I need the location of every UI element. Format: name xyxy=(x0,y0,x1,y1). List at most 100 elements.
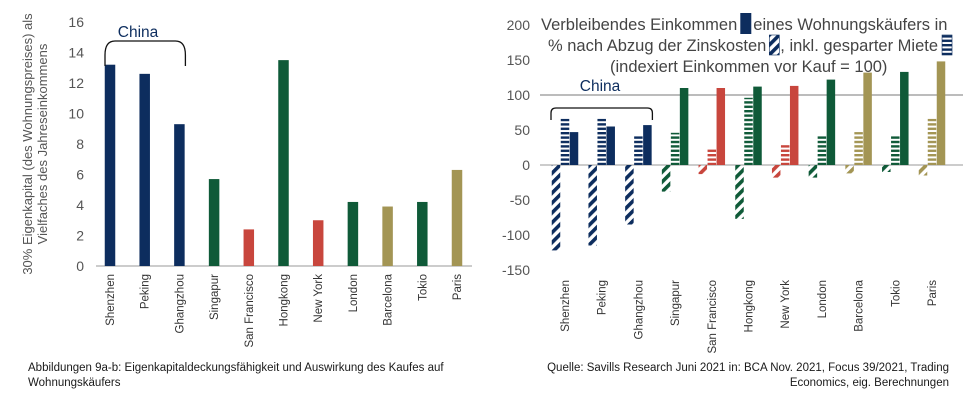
x-tick-label: Peking xyxy=(140,274,152,309)
bar-solid-paris xyxy=(936,61,946,165)
bar-london xyxy=(347,201,359,266)
y-tick-label: 0 xyxy=(76,258,84,274)
bar-horizontal-peking xyxy=(597,118,606,165)
x-tick-label: New York xyxy=(780,280,792,329)
x-tick-label: Singapur xyxy=(670,280,682,326)
bar-diagonal-tokio xyxy=(882,165,891,172)
y-tick-label: 6 xyxy=(76,167,84,183)
bar-horizontal-barcelona xyxy=(854,132,863,165)
bar-diagonal-singapur xyxy=(661,165,671,192)
x-tick-label: Barcelona xyxy=(383,273,395,325)
bar-solid-barcelona xyxy=(863,72,872,165)
x-tick-label: San Francisco xyxy=(707,280,719,354)
y-tick-label: -50 xyxy=(510,192,530,208)
china-bracket xyxy=(104,40,187,66)
x-tick-label: Hongkong xyxy=(744,280,756,332)
y-axis-label: 30% Eigenkapital (des Wohnungspreises) a… xyxy=(20,13,35,275)
x-tick-label: Ghangzhou xyxy=(174,274,186,333)
left-chart-equity-multiple: 0 2 4 6 8 10 12 14 16 Shenzhen Peking Ghangzhou Sing… xyxy=(20,13,472,348)
x-tick-label: Ghangzhou xyxy=(633,280,645,339)
bar-horizontal-san-francisco xyxy=(707,148,717,165)
x-tick-label: Shenzhen xyxy=(560,280,572,332)
china-group-label: China xyxy=(580,78,621,95)
y-tick-label: 4 xyxy=(76,197,84,213)
bar-horizontal-singapur xyxy=(670,132,680,165)
bar-paris xyxy=(451,169,463,266)
bar-barcelona xyxy=(382,206,393,266)
bar-tokio xyxy=(417,201,428,266)
bar-shenzhen xyxy=(104,64,116,266)
right-chart-remaining-income: -150 -100 -50 0 50 100 150 200 Shenzhen Peking Gha… xyxy=(502,13,963,354)
bar-solid-new-york xyxy=(789,85,799,165)
legend-line-3: (indexiert Einkommen vor Kauf = 100) xyxy=(610,58,887,76)
bar-horizontal-hongkong xyxy=(744,97,753,165)
figure-caption: Abbildungen 9a-b: Eigenkapitaldeckungsfä… xyxy=(28,362,444,389)
bar-solid-ghangzhou xyxy=(643,125,652,165)
bar-solid-singapur xyxy=(679,88,689,165)
bar-horizontal-new-york xyxy=(780,144,790,165)
bar-new-york xyxy=(312,220,324,266)
y-tick-label: 16 xyxy=(68,14,84,30)
x-tick-label: London xyxy=(348,274,360,312)
bar-diagonal-ghangzhou xyxy=(625,165,634,225)
china-bracket xyxy=(550,107,654,120)
bar-diagonal-paris xyxy=(918,165,928,176)
x-tick-label: Barcelona xyxy=(854,279,866,331)
y-tick-label: 50 xyxy=(514,122,530,138)
bar-diagonal-peking xyxy=(588,165,597,246)
y-tick-label: -100 xyxy=(502,227,530,243)
y-tick-label: -150 xyxy=(502,262,530,278)
x-tick-label: Paris xyxy=(927,280,939,306)
bar-san-francisco xyxy=(243,229,255,266)
x-tick-label: San Francisco xyxy=(244,274,256,348)
bar-horizontal-paris xyxy=(927,118,937,165)
bar-horizontal-london xyxy=(817,135,827,165)
bar-diagonal-shenzhen xyxy=(551,165,561,251)
x-tick-label: Tokio xyxy=(417,274,429,301)
bar-diagonal-san-francisco xyxy=(698,165,708,175)
bar-hongkong xyxy=(278,60,289,266)
bar-solid-shenzhen xyxy=(569,132,579,165)
x-tick-label: London xyxy=(817,280,829,318)
x-tick-label: Paris xyxy=(452,274,464,300)
x-tick-label: Peking xyxy=(597,280,609,315)
bar-diagonal-barcelona xyxy=(845,165,854,174)
y-tick-label: 200 xyxy=(507,17,531,33)
bar-horizontal-ghangzhou xyxy=(634,135,643,165)
legend-line-1: Verbleibendes Einkommen eines Wohnungskäu… xyxy=(541,16,947,34)
legend-swatch-horizontal xyxy=(941,34,953,56)
y-axis-label: Vielfaches des Jahreseinkommens xyxy=(35,43,50,244)
y-tick-label: 2 xyxy=(76,228,84,244)
x-tick-label: Singapur xyxy=(209,274,221,320)
bar-solid-hongkong xyxy=(753,86,762,165)
bar-horizontal-tokio xyxy=(891,135,900,165)
bar-solid-tokio xyxy=(900,71,909,165)
y-tick-label: 12 xyxy=(68,75,84,91)
bar-ghangzhou xyxy=(174,124,185,266)
x-tick-label: Tokio xyxy=(890,280,902,307)
legend-swatch-diagonal xyxy=(768,34,780,56)
y-tick-label: 14 xyxy=(68,45,84,61)
bar-solid-london xyxy=(826,79,836,165)
bar-solid-peking xyxy=(606,126,615,165)
y-tick-label: 8 xyxy=(76,136,84,152)
y-tick-label: 10 xyxy=(68,106,84,122)
x-tick-label: New York xyxy=(313,274,325,323)
y-tick-label: 150 xyxy=(507,52,531,68)
legend-swatch-solid xyxy=(740,13,752,34)
y-tick-label: 100 xyxy=(507,87,531,103)
bar-peking xyxy=(139,73,150,266)
x-tick-label: Hongkong xyxy=(279,274,291,326)
bar-horizontal-shenzhen xyxy=(560,118,570,165)
y-tick-label: 0 xyxy=(522,157,530,173)
bar-diagonal-hongkong xyxy=(735,165,744,219)
bar-solid-san-francisco xyxy=(716,88,726,165)
x-tick-label: Shenzhen xyxy=(105,274,117,326)
bar-diagonal-london xyxy=(808,165,818,178)
legend-line-2: % nach Abzug der Zinskosten, inkl. gespa… xyxy=(548,37,938,55)
bar-singapur xyxy=(208,179,220,266)
china-group-label: China xyxy=(118,24,159,41)
bar-diagonal-new-york xyxy=(771,165,781,178)
source-note: Quelle: Savills Research Juni 2021 in: B… xyxy=(547,362,949,389)
